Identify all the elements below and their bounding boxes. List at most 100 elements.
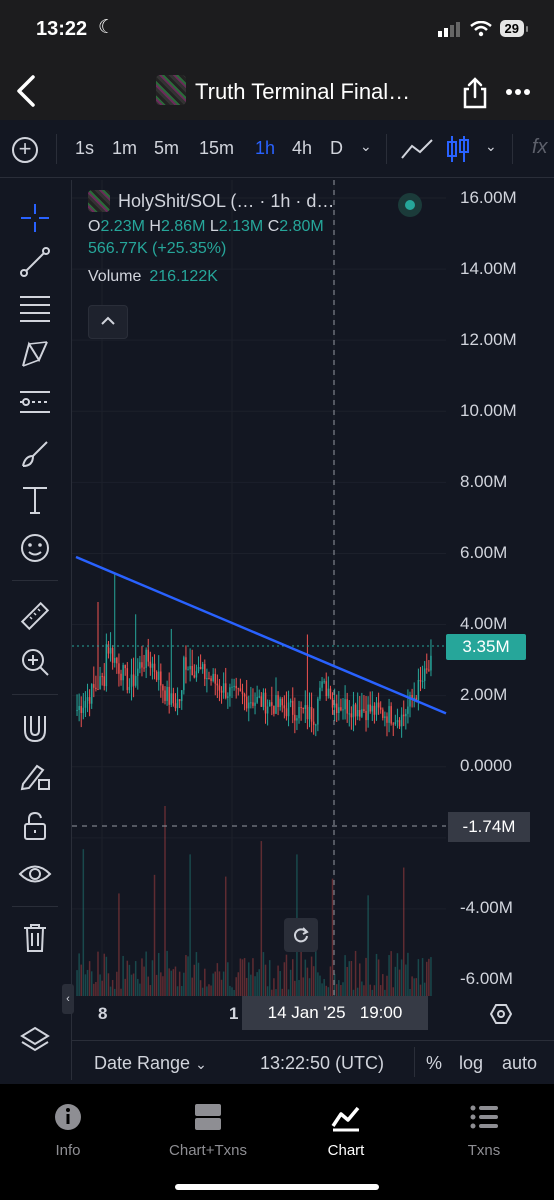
candle-body: [181, 690, 183, 702]
auto-toggle[interactable]: auto: [502, 1053, 538, 1073]
candle-body: [356, 709, 359, 717]
timeframe-15m[interactable]: 15m: [199, 138, 235, 158]
volume-bar: [201, 987, 204, 996]
volume-bar: [367, 895, 369, 996]
timeframe-4h[interactable]: 4h: [292, 138, 313, 158]
indicators-button[interactable]: fx: [532, 136, 548, 158]
trendline[interactable]: [75, 555, 447, 715]
volume-bar: [113, 988, 116, 996]
volume-bar: [306, 967, 309, 996]
tab-chart-txns[interactable]: Chart+Txns: [148, 1102, 268, 1159]
volume-bar: [384, 989, 386, 996]
tab-chart[interactable]: Chart: [286, 1102, 406, 1159]
fib-tool[interactable]: [17, 290, 53, 326]
collapse-legend-button[interactable]: [88, 305, 128, 339]
candle-body: [426, 668, 428, 670]
chevron-down-icon[interactable]: ⌄: [485, 138, 497, 154]
timeframe-1h[interactable]: 1h: [255, 138, 276, 158]
candle-body: [204, 664, 206, 679]
volume-bar: [147, 976, 149, 996]
time-axis[interactable]: 8 1: [72, 996, 554, 1032]
candle-body: [323, 681, 325, 683]
candle-body: [312, 721, 315, 725]
candle-body: [266, 706, 269, 714]
percent-toggle[interactable]: %: [426, 1053, 443, 1073]
volume-bar: [134, 961, 137, 996]
volume-bar: [317, 972, 319, 996]
volume-bar: [386, 975, 388, 996]
candle-body: [268, 702, 271, 707]
hexagon-gear-icon: [489, 1004, 513, 1024]
candle-body: [371, 705, 374, 712]
forecast-tool[interactable]: [17, 384, 53, 420]
bottom-tab-bar: Info Chart+Txns Chart Txns: [0, 1084, 554, 1200]
candle-body: [95, 687, 97, 690]
candle-body: [201, 664, 204, 670]
magnet-tool[interactable]: [17, 710, 53, 746]
volume-bar: [153, 874, 156, 996]
price-chart[interactable]: [72, 180, 554, 1030]
more-icon: [506, 89, 530, 95]
candle-body: [402, 714, 405, 717]
current-price-tag: 3.35M: [446, 634, 526, 660]
text-tool[interactable]: [17, 482, 53, 518]
volume-bar: [373, 985, 376, 996]
tab-info[interactable]: Info: [8, 1102, 128, 1159]
add-symbol-button[interactable]: +: [12, 137, 38, 163]
candle-body: [423, 668, 426, 681]
candle-body: [222, 683, 225, 693]
candle-body: [382, 709, 384, 718]
back-button[interactable]: [8, 74, 44, 110]
log-toggle[interactable]: log: [459, 1053, 484, 1073]
volume-bar: [275, 989, 277, 996]
volume-bar: [118, 893, 120, 996]
crosshair-tool[interactable]: [17, 200, 53, 236]
candle-body: [227, 696, 229, 698]
candles: [76, 574, 432, 738]
volume-bar: [333, 973, 336, 996]
remove-drawings-tool[interactable]: [17, 920, 53, 956]
measure-tool[interactable]: [17, 598, 53, 634]
emoji-tool[interactable]: [17, 530, 53, 566]
candle-body: [331, 698, 334, 708]
magnet-icon: [24, 716, 46, 743]
candle-body: [220, 690, 223, 693]
volume-bar: [99, 974, 101, 996]
trendline-tool[interactable]: [17, 244, 53, 280]
candle-body: [128, 686, 131, 691]
chevron-down-icon[interactable]: ⌄: [360, 138, 372, 154]
status-icons: 29: [437, 20, 529, 37]
candle-body: [248, 702, 250, 709]
candle-body: [342, 709, 344, 711]
candle-body: [212, 673, 214, 681]
layers-tool[interactable]: [17, 1022, 53, 1058]
timeframe-1s[interactable]: 1s: [75, 138, 95, 158]
timeframe-1m[interactable]: 1m: [112, 138, 138, 158]
unlock-tool[interactable]: [17, 808, 53, 844]
date-range-button[interactable]: Date Range ⌄: [94, 1053, 207, 1073]
volume-bar: [256, 972, 258, 996]
chart-style-candles-button[interactable]: [446, 134, 470, 169]
more-button[interactable]: [506, 72, 530, 103]
reset-chart-button[interactable]: [284, 918, 318, 952]
chart-settings-button[interactable]: [489, 1003, 513, 1025]
collapse-toolbar-button[interactable]: ‹: [62, 984, 74, 1014]
pattern-tool[interactable]: [17, 336, 53, 372]
brush-tool[interactable]: [17, 436, 53, 472]
zoom-tool[interactable]: [17, 644, 53, 680]
chart-style-line-button[interactable]: [400, 136, 434, 167]
volume-bar: [338, 980, 340, 996]
price-axis-label: 4.00M: [460, 614, 508, 633]
lock-drawings-tool[interactable]: [17, 758, 53, 794]
visibility-tool[interactable]: [17, 856, 53, 892]
timeframe-5m[interactable]: 5m: [154, 138, 180, 158]
volume-bar: [331, 878, 334, 996]
timeframe-d[interactable]: D: [330, 138, 343, 158]
tab-txns[interactable]: Txns: [424, 1102, 544, 1159]
legend-symbol-row[interactable]: HolyShit/SOL (… · 1h · d…: [88, 190, 438, 212]
volume-bar: [289, 969, 292, 996]
share-button[interactable]: [458, 76, 492, 110]
candle-body: [99, 676, 101, 690]
volume-bar: [151, 960, 154, 996]
candle-body: [405, 713, 407, 717]
